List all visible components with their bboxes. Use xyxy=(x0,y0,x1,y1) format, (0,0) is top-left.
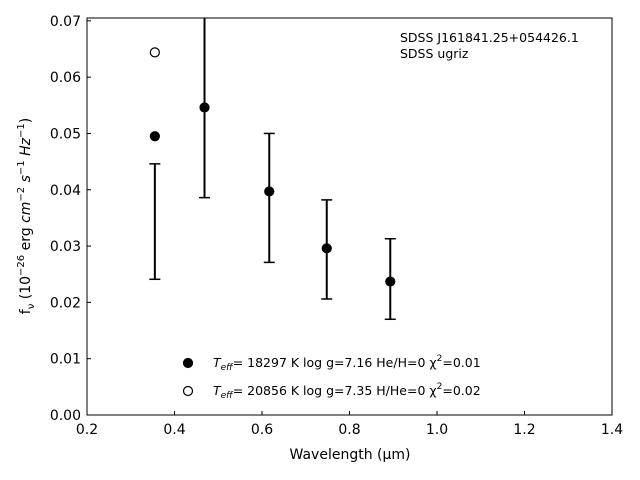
error-bars xyxy=(149,18,396,321)
data-points xyxy=(149,47,396,287)
y-tick-label: 0.05 xyxy=(50,126,81,142)
legend-label: Teff= 18297 K log g=7.16 He/H=0 χ2=0.01 xyxy=(213,354,481,373)
x-tick-label: 1.0 xyxy=(426,422,448,438)
y-tick-label: 0.07 xyxy=(50,14,81,30)
model-point-open xyxy=(149,47,160,58)
model-point-filled xyxy=(321,243,332,254)
y-tick-label: 0.06 xyxy=(50,70,81,86)
y-tick-label: 0.00 xyxy=(50,408,81,424)
x-tick-label: 1.4 xyxy=(601,422,623,438)
x-tick-label: 0.6 xyxy=(251,422,273,438)
y-tick-label: 0.03 xyxy=(50,239,81,255)
model-point-filled xyxy=(199,102,210,113)
y-axis-title: fν (10−26 erg cm−2 s−1 Hz−1) xyxy=(16,118,37,314)
y-tick-label: 0.01 xyxy=(50,352,81,368)
model-point-filled xyxy=(264,186,275,197)
model-point-filled xyxy=(149,131,160,142)
x-tick-label: 0.4 xyxy=(163,422,185,438)
legend-marker xyxy=(182,385,194,397)
filter-set-annotation: SDSS ugriz xyxy=(400,46,469,61)
axis-ticks: 0.2 0.4 0.6 0.8 1.0 1.2 1.4 0.00 0.01 0.02 0.03 0.0… xyxy=(50,14,623,438)
x-tick-label: 1.2 xyxy=(513,422,535,438)
y-tick-label: 0.02 xyxy=(50,295,81,311)
y-tick-label: 0.04 xyxy=(50,183,81,199)
x-tick-label: 0.8 xyxy=(338,422,360,438)
object-name-annotation: SDSS J161841.25+054426.1 xyxy=(400,30,579,45)
plot-frame xyxy=(86,17,613,416)
legend-label: Teff= 20856 K log g=7.35 H/He=0 χ2=0.02 xyxy=(213,382,481,401)
legend: Teff= 18297 K log g=7.16 He/H=0 χ2=0.01 T… xyxy=(182,354,481,401)
legend-marker xyxy=(182,357,194,369)
model-point-filled xyxy=(385,276,396,287)
x-axis-title: Wavelength (μm) xyxy=(290,447,411,463)
x-tick-label: 0.2 xyxy=(76,422,98,438)
